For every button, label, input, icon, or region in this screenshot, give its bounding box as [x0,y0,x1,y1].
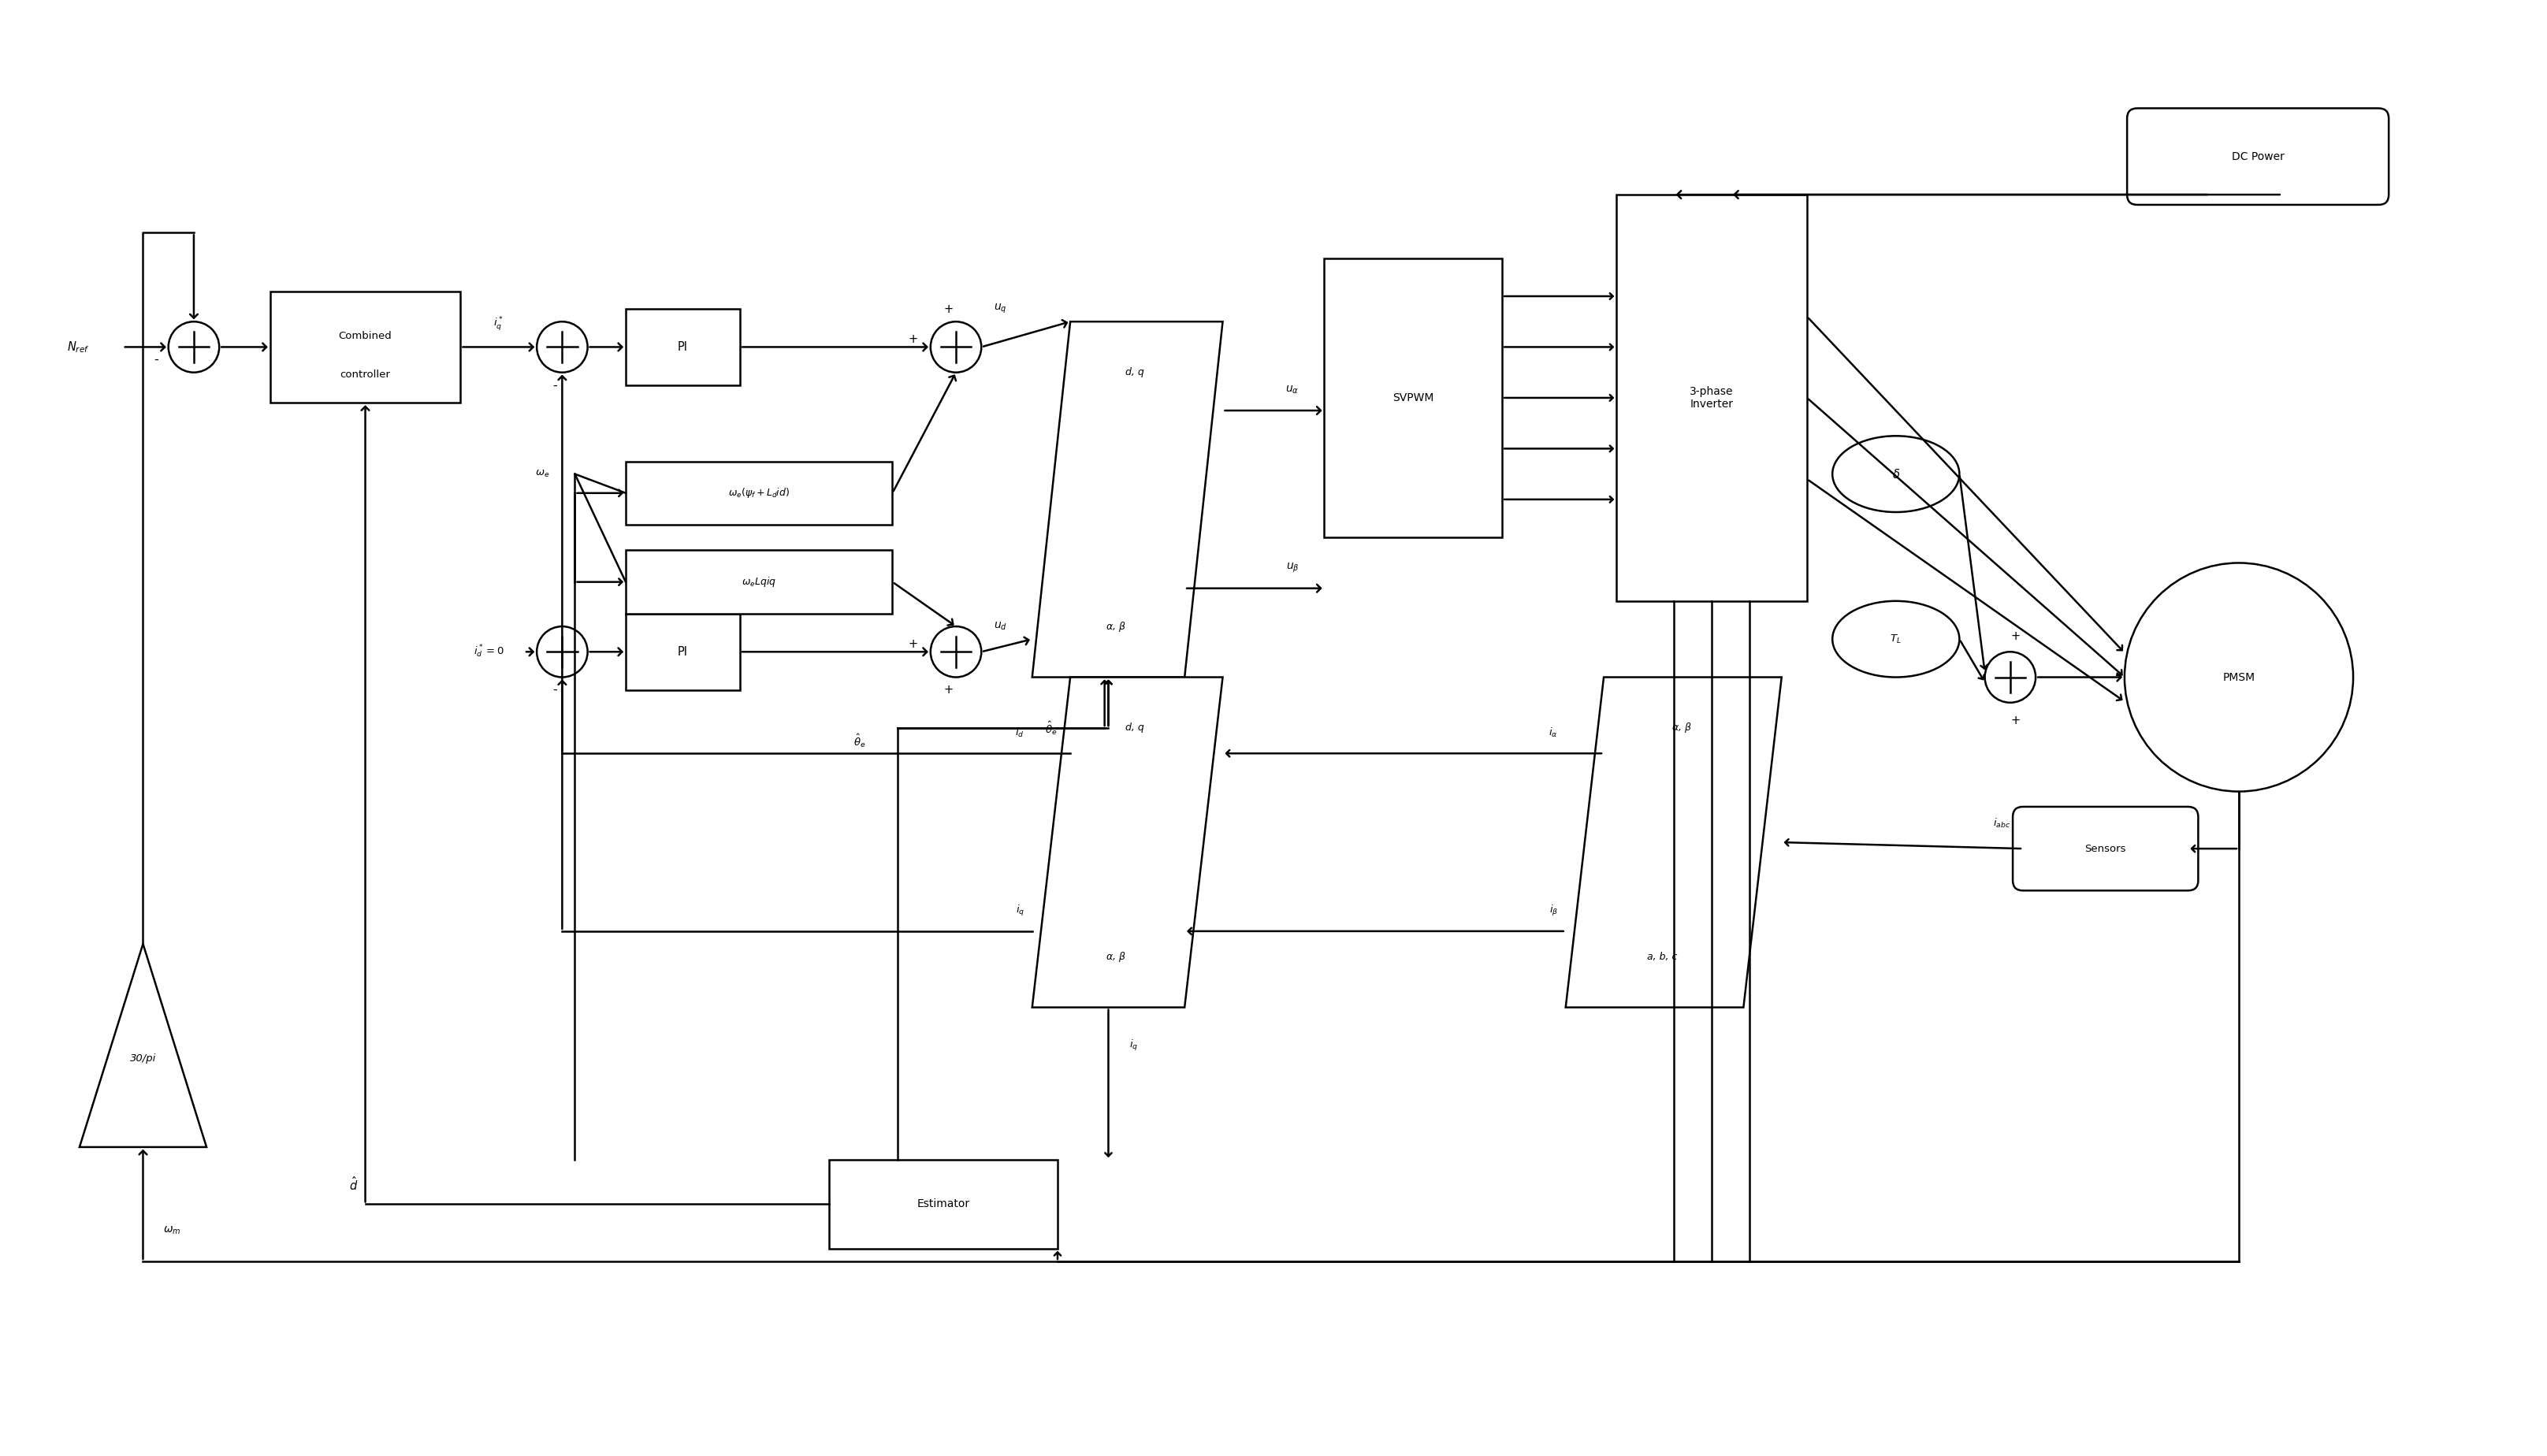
Text: $i_d^*=0$: $i_d^*=0$ [474,644,504,660]
Text: $\hat{\theta}_e$: $\hat{\theta}_e$ [853,732,866,748]
Text: $\alpha$, $\beta$: $\alpha$, $\beta$ [1105,949,1126,964]
Circle shape [930,322,981,373]
Text: $\delta$: $\delta$ [1892,467,1900,480]
Bar [627,550,891,614]
Text: $i_{abc}$: $i_{abc}$ [1992,817,2010,830]
Polygon shape [1566,677,1780,1008]
Circle shape [930,626,981,677]
Text: $i_q$: $i_q$ [1016,904,1024,917]
Text: $\boldsymbol{u_\alpha}$: $\boldsymbol{u_\alpha}$ [1286,384,1299,396]
Circle shape [1984,652,2035,703]
Text: $N_{ref}$: $N_{ref}$ [66,339,89,354]
Text: -: - [153,354,158,365]
Polygon shape [1032,677,1223,1008]
Bar [627,614,741,690]
Text: +: + [909,638,917,649]
Circle shape [2124,563,2353,792]
Text: -: - [553,379,558,392]
Text: -: - [553,684,558,696]
Text: 30/pi: 30/pi [130,1053,155,1063]
Bar [270,291,461,403]
Text: d, q: d, q [1126,367,1144,377]
Text: $\omega_m$: $\omega_m$ [163,1224,181,1236]
Ellipse shape [1831,601,1959,677]
Text: SVPWM: SVPWM [1393,392,1434,403]
Text: PI: PI [678,341,688,352]
Text: $\omega_e(\psi_f+L_did)$: $\omega_e(\psi_f+L_did)$ [728,486,790,499]
Text: $\omega_e$: $\omega_e$ [535,469,550,479]
Text: PMSM: PMSM [2224,671,2254,683]
Circle shape [537,322,588,373]
Text: +: + [909,333,917,345]
Text: Combined: Combined [339,331,392,341]
FancyBboxPatch shape [2127,108,2389,205]
Text: a, b, c: a, b, c [1648,951,1678,962]
Text: $i_d$: $i_d$ [1016,727,1024,740]
Text: d, q: d, q [1126,722,1144,734]
Text: $\hat{\theta}_e$: $\hat{\theta}_e$ [1044,719,1057,737]
FancyBboxPatch shape [2012,807,2198,891]
Circle shape [537,626,588,677]
Text: 3-phase
Inverter: 3-phase Inverter [1689,386,1735,409]
Text: $\hat{d}$: $\hat{d}$ [349,1175,357,1192]
Bar [627,462,891,524]
Text: $T_L$: $T_L$ [1890,633,1903,645]
Text: DC Power: DC Power [2231,151,2285,162]
Text: +: + [2010,630,2020,642]
Text: +: + [2010,715,2020,727]
Polygon shape [1032,322,1223,677]
Text: $\alpha$, $\beta$: $\alpha$, $\beta$ [1671,721,1691,735]
Bar [1324,258,1503,537]
Text: $\boldsymbol{u_\beta}$: $\boldsymbol{u_\beta}$ [1286,562,1299,575]
Text: $\boldsymbol{u_d}$: $\boldsymbol{u_d}$ [993,620,1009,632]
Bar [1617,195,1806,601]
Text: $i_\beta$: $i_\beta$ [1549,904,1559,917]
Ellipse shape [1831,435,1959,513]
Text: controller: controller [341,370,390,380]
Circle shape [168,322,219,373]
Text: $\omega_eLqiq$: $\omega_eLqiq$ [741,575,777,588]
Bar [627,309,741,386]
Text: $i_q$: $i_q$ [1128,1038,1139,1053]
Text: +: + [942,303,953,314]
Text: $\alpha$, $\beta$: $\alpha$, $\beta$ [1105,620,1126,633]
Text: $\boldsymbol{u_q}$: $\boldsymbol{u_q}$ [993,303,1006,316]
Text: +: + [942,684,953,696]
Text: $i_q^*$: $i_q^*$ [494,316,504,333]
Text: Sensors: Sensors [2086,843,2127,853]
Text: $i_\alpha$: $i_\alpha$ [1549,727,1559,740]
Text: PI: PI [678,646,688,658]
Bar [828,1160,1057,1249]
Text: Estimator: Estimator [917,1198,970,1210]
